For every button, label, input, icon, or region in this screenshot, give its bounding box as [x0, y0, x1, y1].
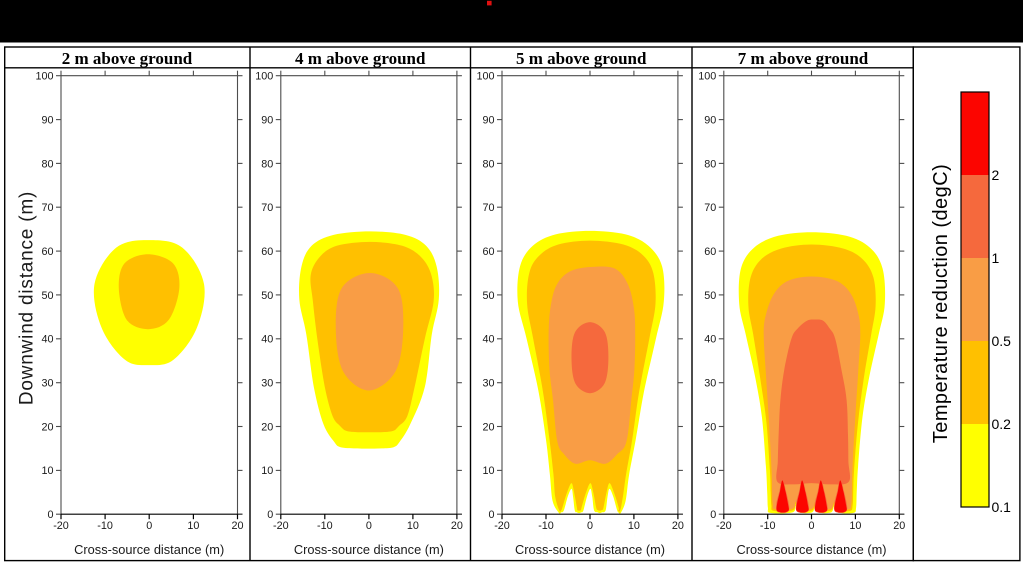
svg-text:100: 100: [476, 71, 494, 83]
svg-text:90: 90: [261, 115, 273, 127]
svg-text:30: 30: [482, 378, 494, 390]
svg-text:70: 70: [482, 202, 494, 214]
svg-text:20: 20: [451, 520, 463, 532]
svg-text:Cross-source distance (m): Cross-source distance (m): [294, 542, 444, 557]
svg-text:20: 20: [704, 421, 716, 433]
svg-text:-10: -10: [760, 520, 776, 532]
svg-text:80: 80: [482, 158, 494, 170]
svg-text:0: 0: [366, 520, 372, 532]
svg-text:80: 80: [41, 158, 53, 170]
svg-text:2: 2: [992, 167, 1000, 183]
svg-text:40: 40: [261, 334, 273, 346]
svg-text:0: 0: [710, 509, 716, 521]
svg-text:10: 10: [407, 520, 419, 532]
svg-text:0: 0: [488, 509, 494, 521]
svg-text:20: 20: [482, 421, 494, 433]
svg-text:Downwind distance (m): Downwind distance (m): [17, 191, 38, 405]
svg-text:Cross-source distance (m): Cross-source distance (m): [74, 542, 224, 557]
svg-text:10: 10: [704, 465, 716, 477]
svg-text:-20: -20: [273, 520, 289, 532]
svg-text:20: 20: [261, 421, 273, 433]
svg-text:10: 10: [41, 465, 53, 477]
svg-text:1: 1: [992, 250, 1000, 266]
svg-text:0.2: 0.2: [992, 416, 1012, 432]
svg-text:70: 70: [261, 202, 273, 214]
svg-text:Cross-source distance (m): Cross-source distance (m): [736, 542, 886, 557]
svg-text:50: 50: [41, 290, 53, 302]
svg-text:20: 20: [231, 520, 243, 532]
svg-text:0.5: 0.5: [992, 333, 1012, 349]
svg-text:-10: -10: [97, 520, 113, 532]
svg-text:100: 100: [698, 71, 716, 83]
svg-text:60: 60: [41, 246, 53, 258]
svg-text:10: 10: [628, 520, 640, 532]
svg-text:20: 20: [893, 520, 905, 532]
svg-text:90: 90: [482, 115, 494, 127]
svg-text:60: 60: [704, 246, 716, 258]
svg-text:-20: -20: [494, 520, 510, 532]
svg-text:20: 20: [672, 520, 684, 532]
svg-text:0.1: 0.1: [992, 499, 1012, 515]
svg-text:30: 30: [261, 378, 273, 390]
svg-text:40: 40: [41, 334, 53, 346]
svg-text:-10: -10: [538, 520, 554, 532]
svg-text:10: 10: [187, 520, 199, 532]
svg-text:30: 30: [704, 378, 716, 390]
svg-text:50: 50: [482, 290, 494, 302]
svg-text:7 m above ground: 7 m above ground: [738, 49, 869, 68]
svg-text:30: 30: [41, 378, 53, 390]
svg-text:0: 0: [587, 520, 593, 532]
svg-text:60: 60: [482, 246, 494, 258]
svg-text:10: 10: [261, 465, 273, 477]
svg-text:90: 90: [41, 115, 53, 127]
svg-text:5 m above ground: 5 m above ground: [516, 49, 647, 68]
svg-text:20: 20: [41, 421, 53, 433]
svg-text:40: 40: [704, 334, 716, 346]
svg-text:80: 80: [261, 158, 273, 170]
svg-text:-20: -20: [716, 520, 732, 532]
svg-text:90: 90: [704, 115, 716, 127]
svg-text:50: 50: [261, 290, 273, 302]
svg-text:Cross-source distance (m): Cross-source distance (m): [515, 542, 665, 557]
svg-text:0: 0: [267, 509, 273, 521]
svg-text:-10: -10: [317, 520, 333, 532]
svg-text:0: 0: [47, 509, 53, 521]
svg-text:50: 50: [704, 290, 716, 302]
svg-text:40: 40: [482, 334, 494, 346]
svg-text:0: 0: [146, 520, 152, 532]
svg-text:100: 100: [35, 71, 53, 83]
svg-text:80: 80: [704, 158, 716, 170]
svg-text:10: 10: [849, 520, 861, 532]
svg-text:70: 70: [41, 202, 53, 214]
svg-text:4 m above ground: 4 m above ground: [295, 49, 426, 68]
svg-text:2 m above ground: 2 m above ground: [62, 49, 193, 68]
svg-text:100: 100: [255, 71, 273, 83]
svg-text:0: 0: [808, 520, 814, 532]
svg-text:70: 70: [704, 202, 716, 214]
svg-text:-20: -20: [53, 520, 69, 532]
svg-text:60: 60: [261, 246, 273, 258]
svg-text:10: 10: [482, 465, 494, 477]
svg-text:Temperature reduction (degC): Temperature reduction (degC): [930, 164, 952, 443]
